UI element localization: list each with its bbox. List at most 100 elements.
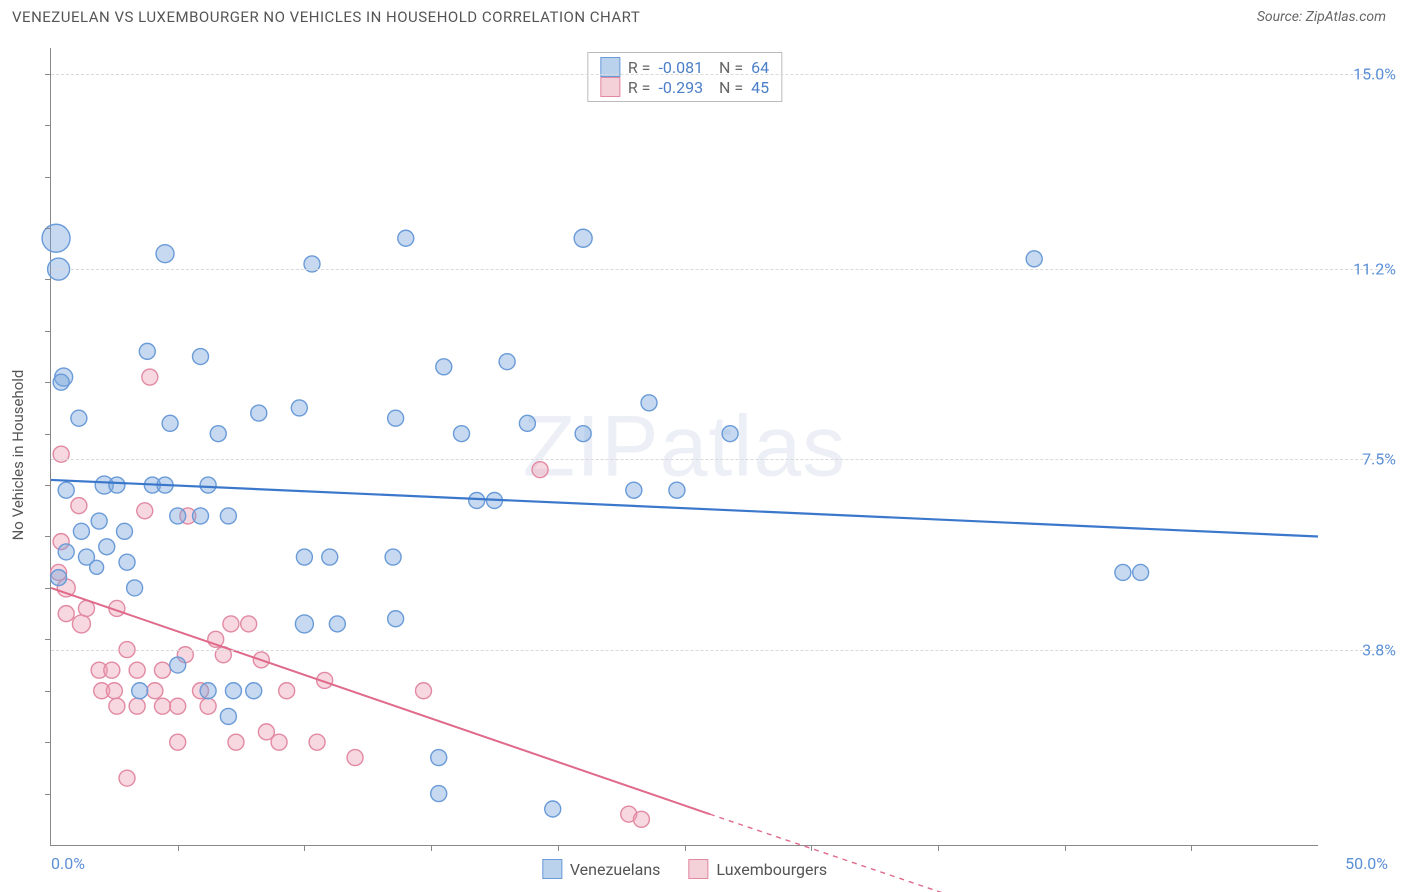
data-point	[574, 229, 592, 247]
data-point	[322, 549, 338, 565]
y-tick	[45, 434, 51, 435]
x-tick	[178, 845, 179, 851]
data-point	[119, 770, 135, 786]
data-point	[156, 245, 174, 263]
swatch-pink-icon	[688, 859, 708, 879]
chart-plot-area: ZIPatlas R = -0.081 N = 64 R = -0.293 N …	[50, 48, 1318, 846]
gridline	[51, 650, 1388, 651]
data-point	[545, 801, 561, 817]
data-point	[116, 523, 132, 539]
chart-title: VENEZUELAN VS LUXEMBOURGER NO VEHICLES I…	[12, 8, 640, 26]
data-point	[132, 683, 148, 699]
y-tick-label: 3.8%	[1362, 640, 1396, 659]
data-point	[271, 734, 287, 750]
data-point	[142, 369, 158, 385]
data-point	[109, 698, 125, 714]
y-tick-label: 11.2%	[1353, 260, 1396, 279]
data-point	[388, 410, 404, 426]
data-point	[225, 683, 241, 699]
data-point	[71, 498, 87, 514]
legend-label-venezuelans: Venezuelans	[570, 860, 661, 879]
y-tick	[45, 588, 51, 589]
data-point	[1026, 251, 1042, 267]
data-point	[1115, 564, 1131, 580]
y-tick	[45, 536, 51, 537]
data-point	[722, 426, 738, 442]
data-point	[626, 482, 642, 498]
series-legend: Venezuelans Luxembourgers	[542, 859, 827, 879]
data-point	[200, 698, 216, 714]
data-point	[295, 615, 313, 633]
data-point	[58, 544, 74, 560]
data-point	[347, 750, 363, 766]
x-tick-label: 50.0%	[1345, 854, 1388, 873]
data-point	[170, 698, 186, 714]
data-point	[91, 513, 107, 529]
data-point	[228, 734, 244, 750]
y-tick	[45, 742, 51, 743]
y-tick	[45, 485, 51, 486]
x-tick	[685, 845, 686, 851]
data-point	[279, 683, 295, 699]
data-point	[72, 615, 90, 633]
y-tick	[45, 177, 51, 178]
data-point	[575, 426, 591, 442]
data-point	[193, 349, 209, 365]
gridline	[51, 459, 1388, 460]
data-point	[415, 683, 431, 699]
data-point	[170, 508, 186, 524]
correlation-stats-box: R = -0.081 N = 64 R = -0.293 N = 45	[587, 52, 782, 102]
y-tick-label: 7.5%	[1362, 450, 1396, 469]
data-point	[106, 683, 122, 699]
x-tick	[1065, 845, 1066, 851]
data-point	[170, 734, 186, 750]
stat-row-luxembourgers: R = -0.293 N = 45	[600, 77, 769, 97]
data-point	[499, 354, 515, 370]
data-point	[58, 482, 74, 498]
data-point	[51, 570, 67, 586]
y-tick	[45, 794, 51, 795]
trend-line	[710, 814, 1014, 892]
y-tick	[45, 228, 51, 229]
data-point	[210, 426, 226, 442]
data-point	[220, 708, 236, 724]
data-point	[90, 560, 104, 574]
y-axis-title: No Vehicles in Household	[9, 370, 27, 541]
data-point	[454, 426, 470, 442]
data-point	[71, 410, 87, 426]
data-point	[291, 400, 307, 416]
data-point	[385, 549, 401, 565]
data-point	[469, 492, 485, 508]
x-tick	[1191, 845, 1192, 851]
legend-item-venezuelans: Venezuelans	[542, 859, 661, 879]
x-tick	[431, 845, 432, 851]
data-point	[154, 662, 170, 678]
x-tick	[811, 845, 812, 851]
source-attribution: Source: ZipAtlas.com	[1257, 9, 1386, 25]
data-point	[309, 734, 325, 750]
data-point	[431, 750, 447, 766]
y-tick	[45, 691, 51, 692]
data-point	[147, 683, 163, 699]
data-point	[154, 698, 170, 714]
gridline	[51, 74, 1388, 75]
data-point	[127, 580, 143, 596]
data-point	[223, 616, 239, 632]
data-point	[139, 343, 155, 359]
data-point	[53, 374, 69, 390]
data-point	[99, 539, 115, 555]
x-tick-label: 0.0%	[51, 854, 85, 873]
x-tick	[304, 845, 305, 851]
swatch-blue-icon	[542, 859, 562, 879]
x-tick	[938, 845, 939, 851]
data-point	[129, 698, 145, 714]
gridline	[51, 269, 1388, 270]
trend-line	[51, 588, 710, 814]
r-value-luxembourgers: -0.293	[658, 78, 703, 97]
data-point	[329, 616, 345, 632]
data-point	[669, 482, 685, 498]
data-point	[109, 477, 125, 493]
data-point	[246, 683, 262, 699]
data-point	[296, 549, 312, 565]
n-value-luxembourgers: 45	[751, 78, 769, 97]
